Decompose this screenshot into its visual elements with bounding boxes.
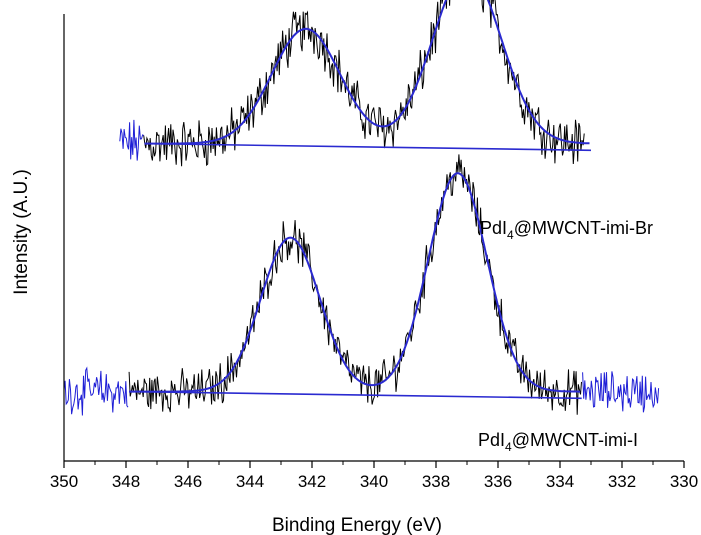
- fit-curve: [129, 172, 581, 393]
- x-tick-label: 336: [484, 472, 512, 491]
- x-tick-label: 340: [360, 472, 388, 491]
- x-axis-label: Binding Energy (eV): [272, 515, 442, 535]
- fit-baseline: [144, 142, 592, 152]
- x-tick-label: 346: [174, 472, 202, 491]
- x-tick-label: 338: [422, 472, 450, 491]
- y-axis-label: Intensity (A.U.): [11, 169, 32, 295]
- raw-spectrum: [128, 154, 582, 415]
- plot-area: [63, 0, 660, 416]
- x-tick-label: 342: [298, 472, 326, 491]
- series-label-subscript: 4: [505, 440, 512, 454]
- x-tick-label: 344: [236, 472, 264, 491]
- x-tick-label: 330: [670, 472, 698, 491]
- raw-tail-left: [63, 366, 129, 416]
- series-label-rest: @MWCNT-imi-I: [512, 430, 638, 450]
- series-label-main: PdI: [480, 218, 507, 238]
- series-label-subscript: 4: [507, 228, 514, 242]
- series-label: PdI4@MWCNT-imi-Br: [480, 218, 653, 242]
- fit-baseline: [129, 390, 582, 400]
- series-label-main: PdI: [478, 430, 505, 450]
- x-tick-label: 332: [608, 472, 636, 491]
- x-ticks: 350 348 346 344 342 340 338 336 334 332 330: [50, 461, 698, 491]
- series-label-rest: @MWCNT-imi-Br: [514, 218, 653, 238]
- x-tick-label: 334: [546, 472, 574, 491]
- raw-tail-right: [582, 371, 660, 413]
- x-tick-label: 350: [50, 472, 78, 491]
- x-tick-label: 348: [112, 472, 140, 491]
- fit-curve: [144, 0, 590, 145]
- series-label: PdI4@MWCNT-imi-I: [478, 430, 638, 454]
- raw-tail-left: [119, 119, 144, 161]
